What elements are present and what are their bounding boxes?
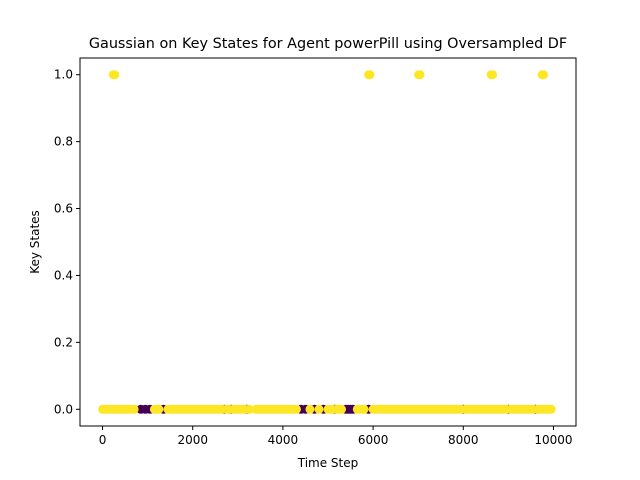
y-tick-label: 0.6 [54,202,73,216]
y-tick-label: 0.8 [54,135,73,149]
plot-points [98,70,556,414]
x-axis-label: Time Step [297,456,359,470]
x-tick-label: 0 [99,433,107,447]
data-point-class-1 [539,70,549,80]
data-point-class-1 [365,70,375,80]
data-point-class-1 [546,404,556,414]
plot-area-frame [79,57,577,427]
chart-title: Gaussian on Key States for Agent powerPi… [89,36,567,52]
data-point-class-1 [305,404,315,414]
y-tick-label: 1.0 [54,68,73,82]
x-tick-label: 4000 [268,433,299,447]
y-tick-label: 0.4 [54,268,73,282]
data-point-class-1 [110,70,120,80]
data-point-class-1 [415,70,425,80]
x-tick-label: 8000 [448,433,479,447]
y-axis-ticks: 0.0 0.2 0.4 0.6 0.8 1.0 [54,68,80,416]
y-tick-label: 0.0 [54,402,73,416]
x-tick-label: 6000 [358,433,389,447]
data-point-class-1 [337,404,347,414]
data-point-class-1 [314,404,324,414]
data-point-class-1 [154,404,164,414]
y-tick-label: 0.2 [54,335,73,349]
data-point-class-1 [244,404,254,414]
data-point-class-1 [359,404,369,414]
data-point-class-1 [129,404,139,414]
x-tick-label: 10000 [534,433,572,447]
data-point-class-1 [291,404,301,414]
x-tick-label: 2000 [177,433,208,447]
data-point-class-1 [488,70,498,80]
y-axis-label: Key States [28,210,42,274]
x-axis-ticks: 0 2000 4000 6000 8000 10000 [99,426,573,447]
